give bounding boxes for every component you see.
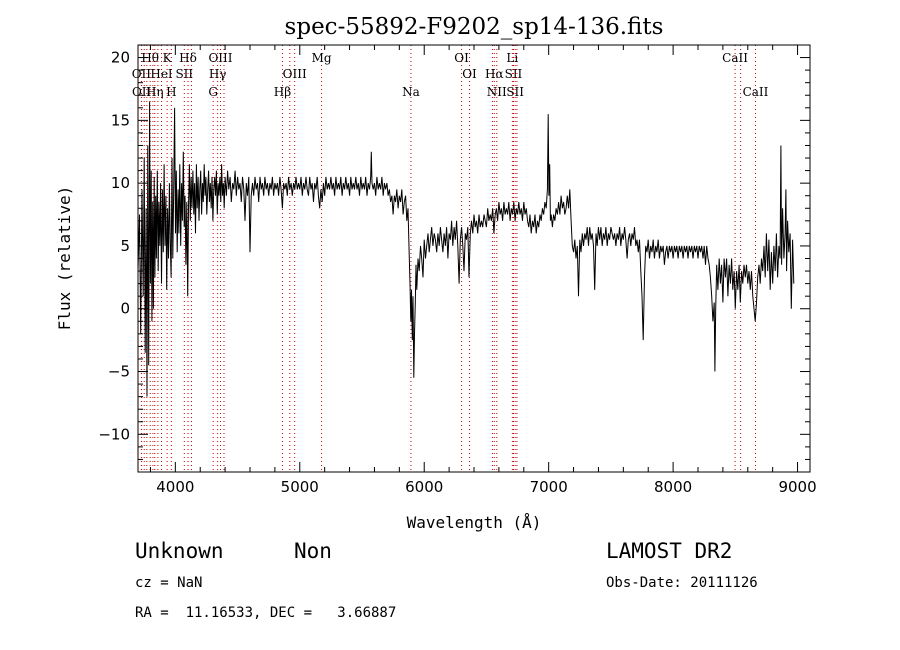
spectral-line-label: Hα [485,67,504,81]
x-tick-label: 4000 [156,478,194,496]
spectral-line-label: SII [505,67,523,81]
object-subclass: Non [294,539,332,563]
spectral-line-label: OII [132,67,152,81]
axis-ticks: 4000 5000 6000 7000 8000 9000 −10 −5 0 5 10 15 20 [98,44,817,496]
x-tick-label: 6000 [405,478,443,496]
spectral-line-label: K [163,51,173,65]
ra-dec-coordinates: RA = 11.16533, DEC = 3.66887 [135,605,397,621]
object-class: Unknown [135,539,224,563]
spectral-line-label: Hη [146,85,164,99]
y-tick-label: −10 [98,425,130,443]
spectral-line-markers [140,45,756,472]
spectrum-line [137,101,795,397]
spectral-line-label: Li [506,51,518,65]
x-axis-label: Wavelength (Å) [407,513,542,532]
x-tick-label: 5000 [281,478,319,496]
spectral-line-label: CaII [743,85,769,99]
chart-title: spec-55892-F9202_sp14-136.fits [285,14,664,40]
spectral-line-label: Hβ [274,85,291,99]
survey-name: LAMOST DR2 [606,539,733,563]
y-tick-label: 0 [120,300,130,318]
spectral-line-label: OII [132,85,152,99]
spectral-line-label: NII [487,85,507,99]
y-tick-label: 15 [111,111,130,129]
redshift-cz: cz = NaN [135,575,203,591]
spectral-line-label: Hγ [209,67,227,81]
y-tick-label: 5 [120,237,130,255]
plot-frame [137,44,811,473]
x-tick-label: 8000 [654,478,692,496]
spectral-line-label: OI [462,67,477,81]
spectral-line-label: Hδ [179,51,197,65]
spectral-line-label: G [208,85,218,99]
spectral-line-label: OIII [208,51,232,65]
spectral-line-label: OI [454,51,469,65]
y-tick-label: −5 [108,363,130,381]
spectral-line-label: CaII [722,51,748,65]
spectral-line-label: SII [175,67,193,81]
spectral-line-label: Hθ [141,51,159,65]
spectral-line-label: SII [506,85,524,99]
y-axis-label: Flux (relative) [55,186,74,331]
x-tick-label: 9000 [778,478,816,496]
spectral-line-label: Mg [312,51,332,65]
observation-date: Obs-Date: 20111126 [606,575,758,591]
y-tick-label: 20 [111,49,130,67]
spectral-line-label: Na [402,85,420,99]
spectral-line-label: H [166,85,176,99]
y-tick-label: 10 [111,174,130,192]
x-tick-label: 7000 [530,478,568,496]
spectral-line-label: OIII [283,67,307,81]
spectral-line-label: HeI [150,67,173,81]
